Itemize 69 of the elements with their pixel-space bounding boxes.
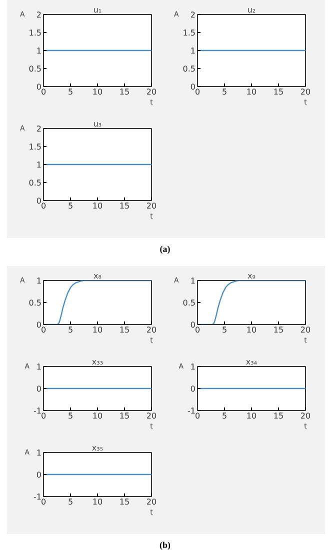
x-tick-label: 15 [119, 326, 130, 334]
y-tick-label: 1 [36, 46, 42, 56]
x-tick-label: 20 [146, 326, 157, 334]
chart-title: x₃₄ [246, 358, 258, 366]
x-tick-label: 15 [273, 88, 284, 96]
x-tick-label: 5 [68, 326, 74, 334]
x-tick-label: 20 [300, 326, 311, 334]
y-tick-label: 0 [190, 384, 196, 394]
y-tick-label: 1 [190, 46, 196, 56]
chart-title: x₃₃ [92, 358, 104, 366]
x-tick-label: 5 [68, 202, 74, 210]
y-tick-label: 0.5 [28, 178, 42, 188]
y-tick-label: -1 [34, 406, 42, 416]
chart-title: u₁ [93, 6, 102, 14]
x-tick-label: 5 [222, 326, 228, 334]
x-tick-label: 10 [92, 88, 103, 96]
x-tick-label: 15 [273, 326, 284, 334]
y-tick-label: 0.5 [28, 298, 42, 308]
y-tick-label: 1.5 [28, 28, 42, 38]
y-tick-label: 2 [190, 10, 196, 20]
text: (a) [160, 244, 170, 254]
y-tick-label: 1 [36, 276, 42, 286]
y-tick-label: 1 [36, 160, 42, 170]
line-series [44, 280, 152, 324]
x-tick-label: 15 [119, 202, 130, 210]
y-tick-label: 2 [36, 124, 42, 134]
x-tick-label: 20 [300, 88, 311, 96]
x-tick-label: 5 [68, 412, 74, 420]
chart-title: x₉ [248, 272, 256, 280]
y-tick-label: 1 [190, 362, 196, 372]
x-tick-label: 5 [68, 498, 74, 506]
y-tick-label: 1 [36, 448, 42, 458]
x-tick-label: 5 [222, 412, 228, 420]
y-tick-label: 0.5 [28, 64, 42, 74]
chart-title: x₃₅ [92, 444, 104, 452]
x-tick-label: 10 [92, 498, 103, 506]
y-tick-label: 1.5 [182, 28, 196, 38]
x-tick-label: 10 [246, 88, 257, 96]
y-tick-label: 0 [36, 470, 42, 480]
chart-title: x₈ [94, 272, 102, 280]
y-tick-label: 1.5 [28, 142, 42, 152]
text: (b) [160, 540, 170, 550]
x-tick-label: 10 [92, 326, 103, 334]
x-tick-label: 15 [119, 88, 130, 96]
x-tick-label: 5 [68, 88, 74, 96]
y-tick-label: 1 [190, 276, 196, 286]
x-tick-label: 10 [246, 326, 257, 334]
x-tick-label: 20 [300, 412, 311, 420]
x-tick-label: 5 [222, 88, 228, 96]
x-tick-label: 20 [146, 88, 157, 96]
x-tick-label: 20 [146, 202, 157, 210]
x-tick-label: 10 [92, 412, 103, 420]
y-tick-label: 0.5 [182, 64, 196, 74]
y-tick-label: 0.5 [182, 298, 196, 308]
x-tick-label: 15 [273, 412, 284, 420]
x-tick-label: 10 [92, 202, 103, 210]
x-tick-label: 20 [146, 498, 157, 506]
x-tick-label: 20 [146, 412, 157, 420]
x-tick-label: 10 [246, 412, 257, 420]
y-tick-label: 0 [36, 384, 42, 394]
chart-title: u₂ [247, 6, 256, 14]
x-tick-label: 15 [119, 412, 130, 420]
y-tick-label: -1 [34, 492, 42, 502]
line-series [198, 280, 306, 324]
x-tick-label: 15 [119, 498, 130, 506]
y-tick-label: 2 [36, 10, 42, 20]
y-tick-label: -1 [188, 406, 196, 416]
y-tick-label: 1 [36, 362, 42, 372]
chart-title: u₃ [93, 120, 102, 128]
